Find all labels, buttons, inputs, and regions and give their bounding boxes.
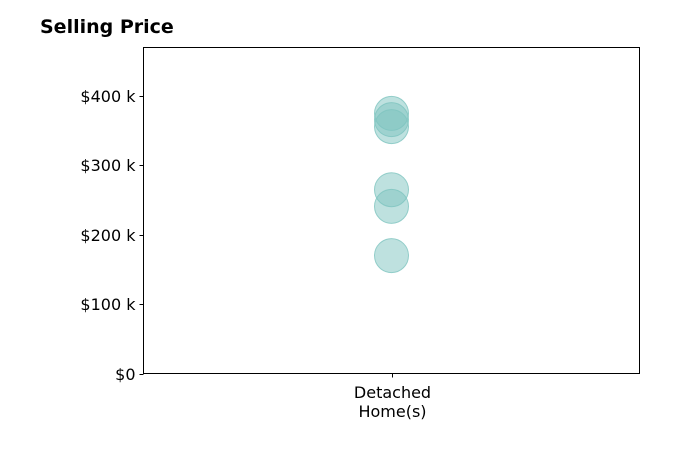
points-layer bbox=[374, 95, 409, 274]
chart-title: Selling Price bbox=[40, 16, 174, 38]
y-tick-label: $300 k bbox=[80, 156, 136, 175]
y-tick-label: $200 k bbox=[80, 226, 136, 245]
data-point bbox=[374, 188, 409, 224]
x-axis: Detached Home(s) bbox=[354, 373, 431, 421]
y-tick-label: $400 k bbox=[80, 87, 136, 106]
x-tick-label: Detached Home(s) bbox=[354, 383, 431, 421]
plot-frame bbox=[143, 47, 640, 374]
data-point bbox=[374, 238, 409, 274]
y-tick-label: $100 k bbox=[80, 295, 136, 314]
y-tick-label: $0 bbox=[115, 365, 135, 384]
y-axis: $0 $100 k $200 k $300 k $400 k bbox=[80, 87, 144, 384]
data-point bbox=[374, 109, 409, 145]
